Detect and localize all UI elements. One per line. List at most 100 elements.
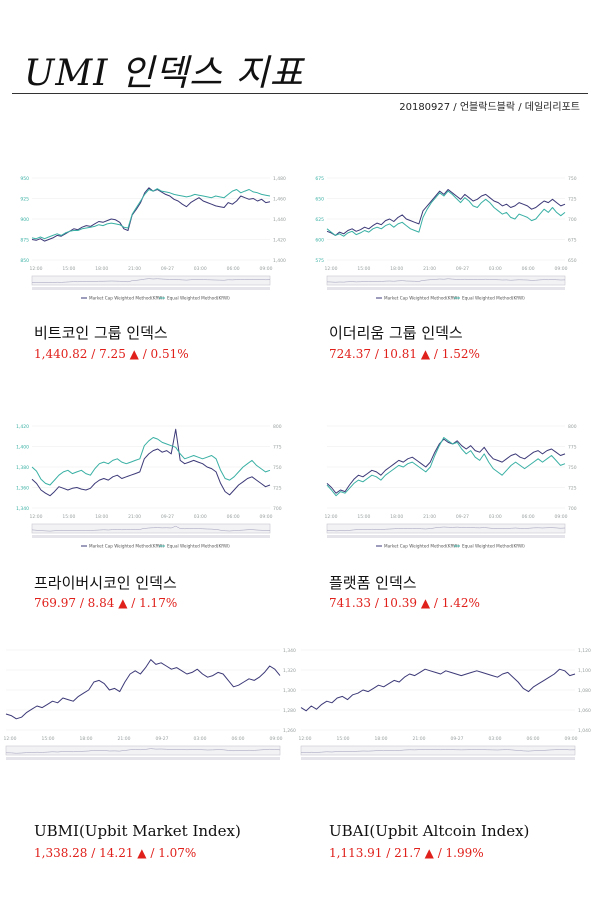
index-name: 이더리움 그룹 인덱스 [329, 324, 463, 342]
index-name: UBAI(Upbit Altcoin Index) [329, 822, 530, 840]
index-stats: 1,113.91 / 21.7 ▲ / 1.99% [329, 846, 484, 860]
index-name: UBMI(Upbit Market Index) [34, 822, 241, 840]
navigator-scrollbar [301, 757, 575, 760]
x-tick-label: 18:00 [80, 736, 93, 742]
chart-svg: 1,260 1,280 1,300 1,320 1,340 12:00 15:00 18:00… [4, 648, 296, 760]
page-title: UMI 인덱스 지표 [24, 53, 304, 94]
index-stats: 724.37 / 10.81 ▲ / 1.52% [329, 347, 480, 361]
right-tick-label: 1,460 [273, 197, 286, 203]
navigator-line [5, 748, 281, 754]
index-pct: 1.42% [441, 596, 480, 610]
series-line-market-cap [5, 659, 281, 720]
series-line-equal-weight [31, 188, 271, 240]
index-chart-3: 700 1,340 725 1,360 750 1,380 775 1,400 800 1,420… [10, 416, 290, 561]
index-value: 1,440.82 [34, 347, 88, 361]
navigator-line [326, 526, 566, 532]
navigator-scrollbar [327, 287, 565, 290]
up-triangle-icon: ▲ [417, 596, 434, 610]
right-tick-label: 800 [568, 424, 577, 430]
legend-label-equal-weight: Equal Weighted Method(KRW) [167, 296, 230, 301]
left-tick-label: 575 [315, 258, 324, 264]
right-tick-label: 1,280 [283, 708, 296, 714]
legend-label-market-cap: Market Cap Weighted Method(KRW) [89, 296, 164, 301]
x-tick-label: 03:00 [194, 736, 207, 742]
right-tick-label: 700 [568, 217, 577, 223]
left-tick-label: 925 [20, 197, 29, 203]
index-stats: 769.97 / 8.84 ▲ / 1.17% [34, 596, 178, 610]
index-value: 769.97 [34, 596, 76, 610]
right-tick-label: 750 [568, 465, 577, 471]
chart-svg: 1,040 1,060 1,080 1,100 1,120 12:00 15:00 18:00… [299, 648, 591, 760]
x-tick-label: 06:00 [227, 514, 240, 520]
navigator-scrollbar [32, 287, 270, 290]
index-pct: 1.52% [441, 347, 480, 361]
left-tick-label: 1,420 [16, 424, 29, 430]
x-tick-label: 09-27 [161, 514, 174, 520]
left-tick-label: 900 [20, 217, 29, 223]
right-tick-label: 1,060 [578, 708, 591, 714]
x-tick-label: 15:00 [337, 736, 350, 742]
x-tick-label: 21:00 [423, 266, 436, 272]
right-tick-label: 650 [568, 258, 577, 264]
x-tick-label: 21:00 [423, 514, 436, 520]
navigator-line [31, 278, 271, 283]
left-tick-label: 600 [315, 238, 324, 244]
title-divider [12, 93, 588, 94]
x-tick-label: 09:00 [565, 736, 578, 742]
right-tick-label: 1,040 [578, 728, 591, 734]
index-pct: 0.51% [150, 347, 189, 361]
left-tick-label: 650 [315, 197, 324, 203]
index-value: 1,338.28 [34, 846, 88, 860]
navigator-strip [326, 275, 566, 286]
x-tick-label: 21:00 [413, 736, 426, 742]
chart-svg: 1,400 850 1,420 875 1,440 900 1,460 925 1,480 950… [20, 176, 286, 301]
index-change: 14.21 [99, 846, 134, 860]
up-triangle-icon: ▲ [417, 347, 434, 361]
left-tick-label: 625 [315, 217, 324, 223]
x-tick-label: 18:00 [95, 514, 108, 520]
navigator-strip [326, 523, 566, 534]
navigator-strip [300, 745, 576, 756]
chart-svg: 700 725 750 775 800 12:00 15:00 18:00 21:00 09-27… [325, 424, 577, 549]
series-line-market-cap [300, 668, 576, 712]
index-value: 724.37 [329, 347, 371, 361]
x-tick-label: 18:00 [390, 266, 403, 272]
index-stats: 1,338.28 / 14.21 ▲ / 1.07% [34, 846, 197, 860]
navigator-line [300, 749, 576, 753]
right-tick-label: 1,480 [273, 176, 286, 182]
x-tick-label: 06:00 [522, 514, 535, 520]
left-tick-label: 1,360 [16, 486, 29, 492]
index-chart-1: 1,400 850 1,420 875 1,440 900 1,460 925 1,480 950… [10, 168, 290, 313]
right-tick-label: 1,300 [283, 688, 296, 694]
left-tick-label: 675 [315, 176, 324, 182]
index-change: 21.7 [394, 846, 421, 860]
up-triangle-icon: ▲ [125, 347, 143, 361]
chart-svg: 650 575 675 600 700 625 725 650 750 675 12:00 15:00… [315, 176, 577, 301]
index-pct: 1.17% [139, 596, 178, 610]
right-tick-label: 1,440 [273, 217, 286, 223]
x-tick-label: 12:00 [30, 266, 43, 272]
x-tick-label: 15:00 [42, 736, 55, 742]
right-tick-label: 1,320 [283, 668, 296, 674]
x-tick-label: 21:00 [118, 736, 131, 742]
index-pct: 1.07% [158, 846, 197, 860]
index-chart-5: 1,260 1,280 1,300 1,320 1,340 12:00 15:00 18:00… [0, 640, 300, 780]
series-line-market-cap [326, 438, 566, 494]
up-triangle-icon: ▲ [420, 846, 438, 860]
right-tick-label: 800 [273, 424, 282, 430]
right-tick-label: 725 [273, 486, 282, 492]
series-line-equal-weight [326, 437, 566, 497]
x-tick-label: 18:00 [95, 266, 108, 272]
x-tick-label: 03:00 [489, 736, 502, 742]
navigator-line [31, 525, 271, 532]
report-subtitle: 20180927 / 언블락드블락 / 데일리리포트 [399, 102, 580, 113]
index-change: 7.25 [99, 347, 126, 361]
legend-label-market-cap: Market Cap Weighted Method(KRW) [384, 296, 459, 301]
x-tick-label: 12:00 [4, 736, 17, 742]
x-tick-label: 12:00 [325, 514, 338, 520]
x-tick-label: 09:00 [270, 736, 283, 742]
navigator-strip [31, 523, 271, 534]
index-name: 프라이버시코인 인덱스 [34, 574, 177, 592]
x-tick-label: 15:00 [62, 514, 75, 520]
navigator-scrollbar [327, 535, 565, 538]
